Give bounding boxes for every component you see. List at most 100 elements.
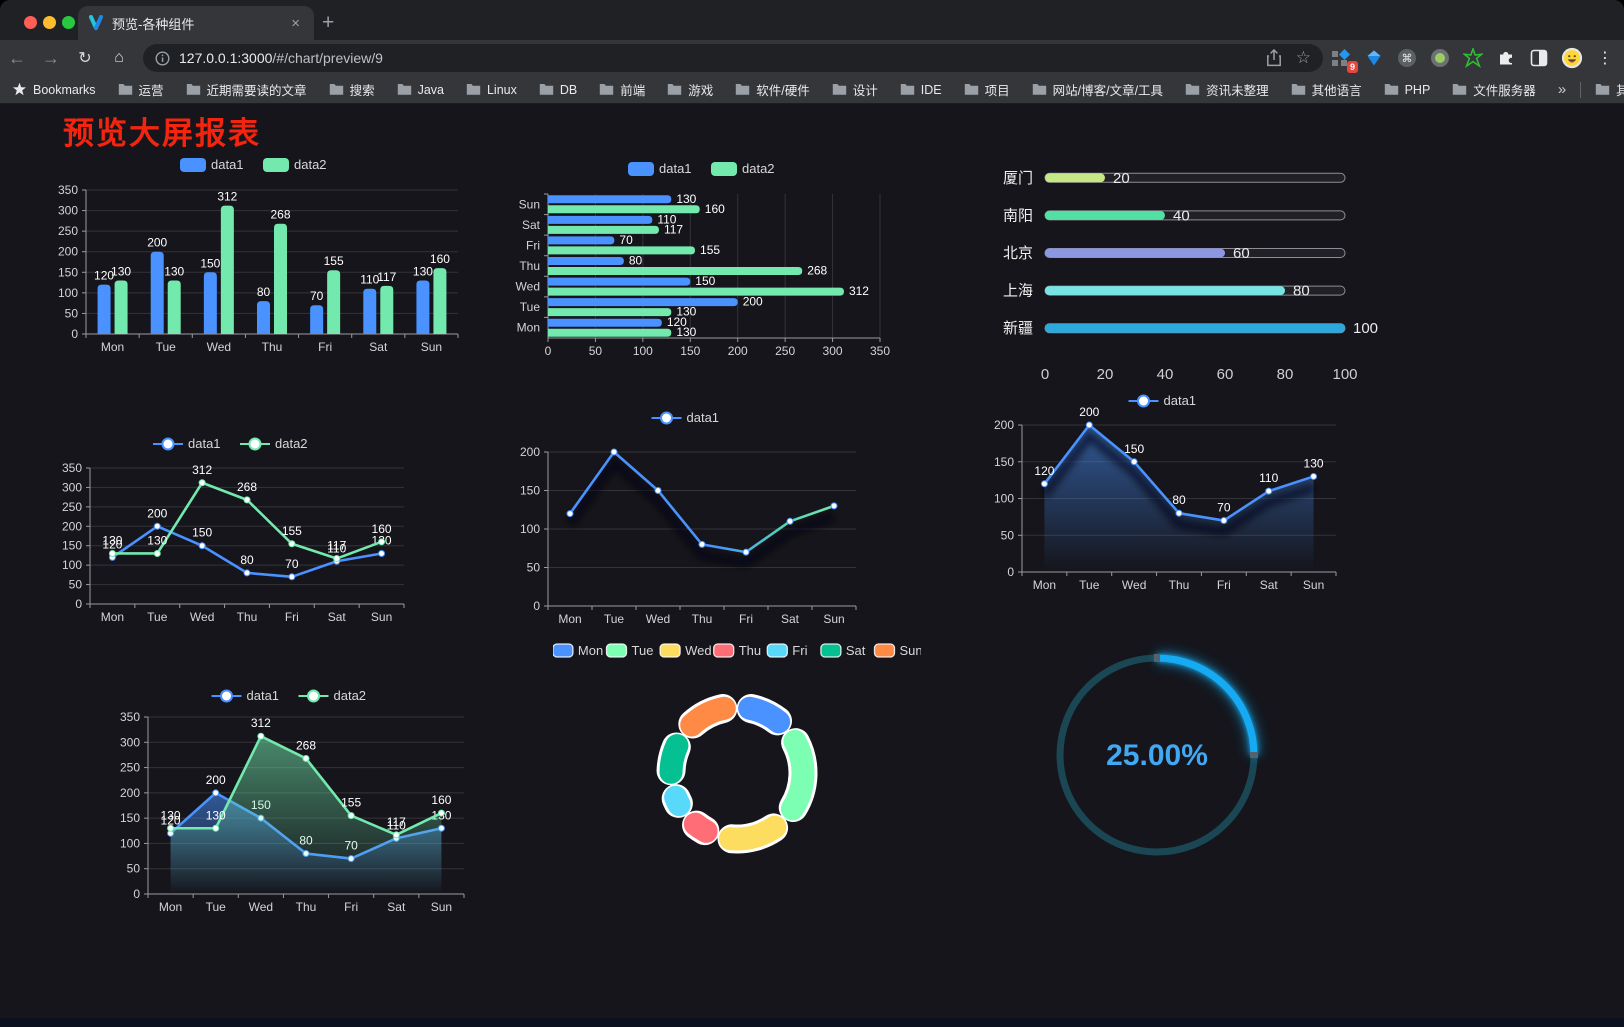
tab-close-icon[interactable]: ×: [291, 14, 300, 32]
svg-text:312: 312: [192, 463, 212, 477]
gauge-chart[interactable]: 25.00%: [1040, 642, 1275, 872]
svg-text:60: 60: [1217, 366, 1234, 383]
svg-text:25.00%: 25.00%: [1106, 739, 1208, 772]
svg-text:80: 80: [629, 254, 643, 268]
other-bookmarks-folder[interactable]: 其他书签: [1595, 80, 1624, 99]
window-close-button[interactable]: [24, 16, 37, 29]
bookmark-folder[interactable]: 网站/博客/文章/工具: [1032, 80, 1163, 99]
record-extension-icon[interactable]: [1429, 47, 1451, 69]
svg-text:268: 268: [270, 208, 290, 222]
extension-grid-icon[interactable]: 9: [1330, 47, 1358, 73]
contrast-extension-icon[interactable]: [1528, 47, 1550, 69]
reload-icon[interactable]: ↻: [78, 50, 92, 67]
bookmark-folder[interactable]: DB: [539, 83, 577, 97]
share-icon[interactable]: [1266, 49, 1282, 67]
preview-dashboard-page: 预览大屏报表 data1 data2 0 50 100 150 200 250 300 350 Mo…: [0, 104, 1624, 1027]
svg-text:data1: data1: [659, 161, 692, 176]
svg-text:300: 300: [120, 735, 140, 749]
folder-icon: [900, 84, 914, 95]
svg-text:80: 80: [240, 553, 254, 567]
bookmark-folder[interactable]: IDE: [900, 83, 942, 97]
bookmark-folder[interactable]: 前端: [599, 80, 645, 99]
bookmark-folder[interactable]: 近期需要读的文章: [186, 80, 307, 99]
back-icon[interactable]: ←: [8, 47, 26, 68]
svg-text:20: 20: [1097, 366, 1114, 383]
svg-text:350: 350: [62, 461, 82, 475]
bookmark-folder[interactable]: PHP: [1384, 83, 1430, 97]
puzzle-extensions-icon[interactable]: [1495, 47, 1517, 69]
svg-text:0: 0: [545, 344, 552, 358]
browser-tab[interactable]: 预览-各种组件 ×: [78, 6, 314, 40]
svg-text:130: 130: [676, 192, 696, 206]
forward-icon[interactable]: →: [42, 47, 60, 68]
svg-text:200: 200: [206, 773, 226, 787]
svg-text:Sun: Sun: [900, 643, 922, 658]
svg-text:Fri: Fri: [344, 900, 358, 914]
svg-text:data2: data2: [275, 436, 308, 451]
svg-text:350: 350: [120, 710, 140, 724]
svg-text:0: 0: [133, 887, 140, 901]
grouped-bar-chart[interactable]: data1 data2 0 50 100 150 200 250 300 350 Mon Tue Wed…: [40, 146, 470, 366]
bookmark-folder[interactable]: 文件服务器: [1452, 80, 1536, 99]
green-star-extension-icon[interactable]: [1462, 47, 1484, 69]
svg-text:110: 110: [657, 212, 676, 226]
command-extension-icon[interactable]: ⌘: [1396, 47, 1418, 69]
avatar-emoji-icon[interactable]: [1561, 47, 1583, 69]
svg-text:Thu: Thu: [296, 900, 317, 914]
two-series-area-chart[interactable]: data1 data2 0 50 100 150 200 250 300 350 Mon Tue Wed…: [103, 676, 478, 916]
svg-text:Mon: Mon: [578, 643, 603, 658]
svg-text:Sun: Sun: [371, 610, 392, 624]
bookmarks-star-item[interactable]: Bookmarks: [12, 82, 96, 97]
single-area-chart[interactable]: data1 0 50 100 150 200 Mon Tue Wed Thu Fri Sat Sun 12…: [978, 386, 1350, 598]
city-progress-chart[interactable]: 厦门 20 南阳 40 北京 60 上海 80 新疆 100 0 20 40 60 80 100: [985, 151, 1393, 391]
svg-text:Sun: Sun: [421, 340, 442, 354]
folder-icon: [1453, 84, 1467, 95]
extension-badge: 9: [1346, 61, 1358, 73]
folder-icon: [1291, 84, 1305, 95]
svg-text:130: 130: [1304, 456, 1324, 470]
bookmark-folder[interactable]: 其他语言: [1291, 80, 1362, 99]
gem-extension-icon[interactable]: [1363, 47, 1385, 69]
svg-text:120: 120: [667, 315, 687, 329]
bookmark-folder[interactable]: 项目: [964, 80, 1010, 99]
browser-menu-kebab-icon[interactable]: ⋮: [1597, 50, 1613, 67]
svg-text:268: 268: [237, 480, 257, 494]
svg-text:150: 150: [62, 539, 82, 553]
info-icon[interactable]: [155, 50, 170, 66]
donut-chart[interactable]: Mon Tue Wed Thu Fri Sat Sun: [552, 634, 923, 882]
svg-text:130: 130: [164, 265, 184, 279]
bookmark-star-icon[interactable]: ☆: [1295, 48, 1311, 67]
new-tab-button[interactable]: +: [322, 11, 335, 34]
bookmarks-overflow-chevron[interactable]: »: [1557, 81, 1567, 98]
bookmark-folder[interactable]: 搜索: [329, 80, 375, 99]
svg-text:Mon: Mon: [159, 900, 182, 914]
bookmark-folder[interactable]: 软件/硬件: [735, 80, 810, 99]
window-zoom-button[interactable]: [62, 16, 75, 29]
svg-text:Tue: Tue: [156, 340, 177, 354]
two-series-line-chart[interactable]: data1 data2 0 50 100 150 200 250 300 350 Mon Tue Wed…: [46, 424, 418, 636]
svg-text:100: 100: [58, 286, 78, 300]
bookmark-folder[interactable]: 资讯未整理: [1185, 80, 1269, 99]
svg-text:268: 268: [807, 264, 827, 278]
svg-text:80: 80: [1293, 283, 1310, 300]
address-bar[interactable]: 127.0.0.1:3000/#/chart/preview/9 ☆: [143, 44, 1323, 72]
svg-text:data1: data1: [211, 157, 244, 172]
svg-text:100: 100: [994, 492, 1014, 506]
bookmark-folder[interactable]: Linux: [466, 83, 517, 97]
svg-text:Mon: Mon: [1033, 578, 1056, 592]
gradient-line-chart[interactable]: data1 0 50 100 150 200 Mon Tue Wed Thu Fri Sat Sun: [502, 400, 872, 632]
svg-text:150: 150: [695, 274, 715, 288]
horizontal-bar-chart[interactable]: data1 data2 0 50 100 150 200 250 300 350 Sun 130 160…: [498, 150, 908, 368]
bookmark-folder[interactable]: 运营: [118, 80, 164, 99]
svg-text:60: 60: [1233, 245, 1250, 262]
svg-text:70: 70: [1217, 501, 1231, 515]
svg-text:312: 312: [217, 190, 237, 204]
svg-text:Wed: Wed: [190, 610, 214, 624]
home-icon[interactable]: ⌂: [114, 49, 124, 66]
window-minimize-button[interactable]: [43, 16, 56, 29]
bookmark-folder[interactable]: 设计: [832, 80, 878, 99]
svg-text:250: 250: [62, 500, 82, 514]
bookmark-folder[interactable]: 游戏: [667, 80, 713, 99]
svg-text:data2: data2: [742, 161, 775, 176]
bookmark-folder[interactable]: Java: [397, 83, 444, 97]
